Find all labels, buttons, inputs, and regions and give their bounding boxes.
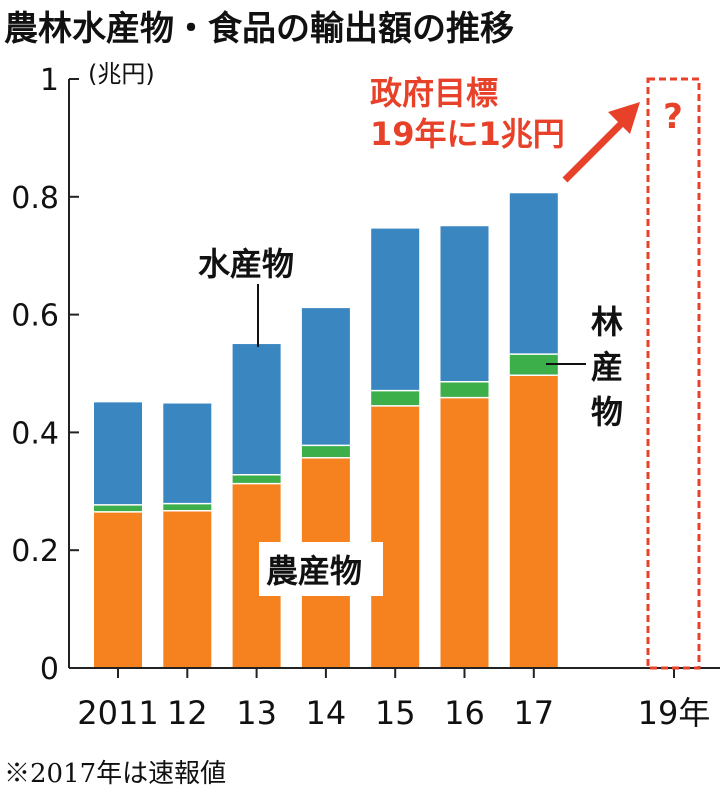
agri-label-bg [259, 542, 383, 596]
chart-title: 農林水産物・食品の輸出額の推移 [4, 9, 514, 49]
target-label-line-1: 政府目標 [370, 74, 498, 112]
forestry-label-char: 林 [591, 303, 623, 341]
target-question-mark: ? [663, 97, 683, 137]
bar-segment-fisheries [94, 402, 142, 505]
y-axis: 0 0.2 0.4 0.6 0.8 1 [11, 63, 79, 687]
bar-segment-agriculture [509, 375, 558, 668]
bar-segment-forestry [163, 503, 212, 511]
series-label-fisheries: 水産物 [198, 245, 294, 283]
series-label-agriculture: 農産物 [266, 552, 362, 590]
bar-segment-agriculture [94, 511, 142, 668]
bar-segment-fisheries [509, 193, 558, 355]
unit-label: (兆円) [88, 60, 155, 88]
bar-segment-fisheries [301, 308, 350, 446]
x-tick-label: 2011 [77, 694, 158, 732]
target-label-line-2: 19年に1兆円 [370, 115, 565, 153]
bar-segment-forestry [509, 354, 558, 376]
bar-segment-fisheries [163, 403, 212, 504]
y-tick-label: 0.4 [11, 416, 59, 451]
bars [94, 193, 558, 668]
y-tick-label: 0.8 [11, 181, 59, 216]
footnote: ※2017年は速報値 [4, 759, 226, 789]
bar-segment-agriculture [440, 397, 489, 668]
bar-segment-agriculture [371, 405, 420, 668]
y-tick-label: 1 [40, 63, 59, 98]
x-tick-label: 15 [375, 694, 416, 732]
x-tick-label: 17 [513, 694, 554, 732]
target-dashed-box [646, 77, 701, 670]
x-tick-label: 12 [167, 694, 208, 732]
forestry-label-char: 産 [591, 348, 623, 386]
x-axis: 2011 12 13 14 15 16 17 [69, 667, 720, 732]
bar-segment-agriculture [163, 510, 212, 668]
y-tick-label: 0.2 [11, 534, 59, 569]
x-tick-label: 16 [444, 694, 485, 732]
x-tick-label: 14 [306, 694, 347, 732]
target-x-label: 19年 [638, 694, 711, 732]
y-tick-label: 0 [40, 652, 59, 687]
y-tick-label: 0.6 [11, 299, 59, 334]
bar-segment-forestry [301, 445, 350, 458]
bar-segment-forestry [371, 390, 420, 406]
bar-segment-fisheries [440, 226, 489, 382]
bar-segment-forestry [94, 504, 142, 512]
x-tick-label: 13 [236, 694, 277, 732]
forestry-label-char: 物 [591, 393, 623, 431]
bar-segment-forestry [232, 474, 281, 484]
series-label-forestry: 林 産 物 [591, 303, 623, 431]
bar-segment-forestry [440, 381, 489, 398]
bar-segment-fisheries [232, 344, 281, 475]
bar-segment-fisheries [371, 228, 420, 391]
target-arrow [559, 102, 640, 186]
